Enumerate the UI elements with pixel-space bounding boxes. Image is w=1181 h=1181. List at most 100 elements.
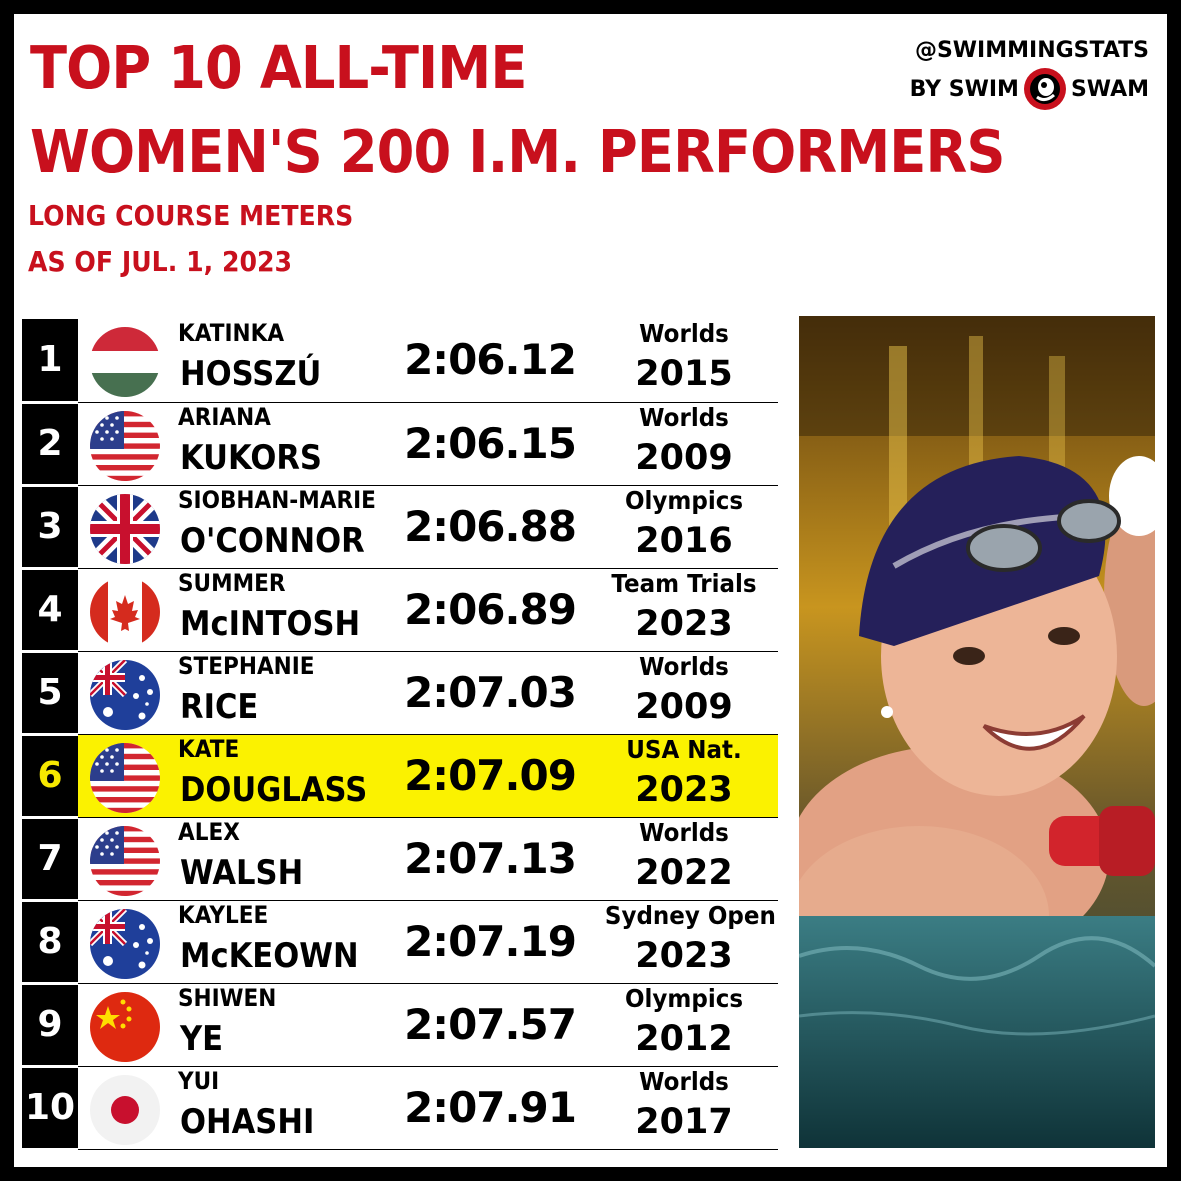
rank-number: 9 — [22, 983, 78, 1068]
meet-name: Olympics — [624, 983, 744, 1013]
first-name: SUMMER — [178, 568, 286, 597]
row-body: YUI OHASHI 2:07.91 Worlds 2017 — [78, 1066, 778, 1150]
meet-name: Worlds — [639, 1066, 729, 1096]
first-name: KATINKA — [178, 319, 285, 348]
usa-flag-icon — [90, 410, 160, 481]
row-body: STEPHANIE RICE 2:07.03 Worlds 2009 — [78, 651, 778, 735]
first-name: STEPHANIE — [178, 651, 315, 680]
row-body: KATINKA HOSSZÚ 2:06.12 Worlds 2015 — [78, 319, 778, 403]
rank-number: 6 — [22, 734, 78, 819]
china-flag-icon — [90, 991, 160, 1062]
meet-year: 2017 — [635, 1101, 733, 1142]
japan-flag-icon — [90, 1074, 160, 1145]
rank-number: 5 — [22, 651, 78, 736]
meet-year: 2012 — [635, 1018, 733, 1059]
swimswam-logo-icon — [1023, 68, 1066, 111]
row-body: KATE DOUGLASS 2:07.09 USA Nat. 2023 — [78, 734, 778, 818]
last-name: KUKORS — [180, 437, 322, 478]
last-name: WALSH — [180, 852, 304, 893]
rank-number: 10 — [22, 1066, 78, 1151]
rank-number: 7 — [22, 817, 78, 902]
swim-time: 2:07.19 — [404, 916, 577, 966]
swim-time: 2:07.13 — [404, 833, 577, 883]
ranking-row: 2 ARIANA KUKORS 2:06.15 Worlds 2009 — [22, 402, 778, 487]
meet-name: Worlds — [639, 651, 729, 681]
meet-year: 2009 — [635, 437, 733, 478]
swim-time: 2:07.91 — [404, 1082, 577, 1132]
row-body: SIOBHAN-MARIE O'CONNOR 2:06.88 Olympics 2016 — [78, 485, 778, 569]
last-name: McKEOWN — [180, 935, 359, 976]
last-name: YE — [180, 1018, 224, 1059]
meet-year: 2015 — [635, 354, 733, 395]
row-body: ALEX WALSH 2:07.13 Worlds 2022 — [78, 817, 778, 901]
swim-time: 2:06.15 — [404, 418, 577, 468]
last-name: OHASHI — [180, 1101, 315, 1142]
last-name: O'CONNOR — [180, 520, 365, 561]
meet-year: 2016 — [635, 520, 733, 561]
meet-name: Sydney Open — [604, 900, 776, 930]
rank-number: 8 — [22, 900, 78, 985]
first-name: KATE — [178, 734, 240, 763]
swim-time: 2:06.89 — [404, 584, 577, 634]
meet-name: Worlds — [639, 319, 729, 349]
ranking-row: 9 SHIWEN YE 2:07.57 Olympics 2012 — [22, 983, 778, 1068]
first-name: ARIANA — [178, 402, 271, 431]
swim-time: 2:07.57 — [404, 999, 577, 1049]
last-name: DOUGLASS — [180, 769, 368, 810]
brand-by-suffix: SWAM — [1070, 76, 1149, 102]
swim-time: 2:06.88 — [404, 501, 577, 551]
usa-flag-icon — [90, 825, 160, 896]
meet-year: 2009 — [635, 686, 733, 727]
meet-year: 2023 — [635, 769, 733, 810]
rank-number: 3 — [22, 485, 78, 570]
ranking-row: 8 KAYLEE McKEOWN 2:07.19 Sydney Open 2023 — [22, 900, 778, 985]
brand-credit: @SWIMMINGSTATS BY SWIM SWAM — [910, 38, 1149, 111]
australia-flag-icon — [90, 908, 160, 979]
ranking-row: 3 SIOBHAN-MARIE O'CONNOR 2:06.88 Olympics 201… — [22, 485, 778, 570]
meet-name: Olympics — [624, 485, 744, 515]
row-body: ARIANA KUKORS 2:06.15 Worlds 2009 — [78, 402, 778, 486]
meet-name: Worlds — [639, 817, 729, 847]
usa-flag-icon — [90, 742, 160, 813]
brand-byline: BY SWIM SWAM — [910, 67, 1149, 111]
last-name: HOSSZÚ — [180, 354, 322, 395]
rank-number: 2 — [22, 402, 78, 487]
brand-by-prefix: BY SWIM — [909, 76, 1019, 102]
first-name: YUI — [178, 1066, 220, 1095]
uk-flag-icon — [90, 493, 160, 564]
subtitle-course: LONG COURSE METERS — [28, 199, 354, 232]
meet-year: 2022 — [635, 852, 733, 893]
rank-number: 4 — [22, 568, 78, 653]
graphic-card: TOP 10 ALL-TIME WOMEN'S 200 I.M. PERFORM… — [14, 14, 1167, 1167]
first-name: KAYLEE — [178, 900, 269, 929]
first-name: ALEX — [178, 817, 240, 846]
brand-handle: @SWIMMINGSTATS — [914, 38, 1149, 63]
row-body: SUMMER McINTOSH 2:06.89 Team Trials 2023 — [78, 568, 778, 652]
rankings-table: 1 KATINKA HOSSZÚ 2:06.12 Worlds 2015 2 ARIANA KU… — [22, 319, 778, 1151]
rank-number: 1 — [22, 319, 78, 404]
meet-year: 2023 — [635, 935, 733, 976]
row-body: KAYLEE McKEOWN 2:07.19 Sydney Open 2023 — [78, 900, 778, 984]
swimmer-photo — [799, 316, 1155, 1148]
swim-time: 2:06.12 — [404, 335, 577, 385]
ranking-row: 7 ALEX WALSH 2:07.13 Worlds 2022 — [22, 817, 778, 902]
ranking-row: 1 KATINKA HOSSZÚ 2:06.12 Worlds 2015 — [22, 319, 778, 404]
meet-year: 2023 — [635, 603, 733, 644]
australia-flag-icon — [90, 659, 160, 730]
ranking-row: 10 YUI OHASHI 2:07.91 Worlds 2017 — [22, 1066, 778, 1151]
canada-flag-icon — [90, 576, 160, 647]
title-line-1: TOP 10 ALL-TIME — [30, 33, 527, 102]
meet-name: Team Trials — [611, 568, 757, 598]
ranking-row: 5 STEPHANIE RICE 2:07.03 Worlds 2009 — [22, 651, 778, 736]
swim-time: 2:07.09 — [404, 750, 577, 800]
title-line-2: WOMEN'S 200 I.M. PERFORMERS — [30, 117, 1005, 186]
row-body: SHIWEN YE 2:07.57 Olympics 2012 — [78, 983, 778, 1067]
last-name: McINTOSH — [180, 603, 361, 644]
ranking-row: 6 KATE DOUGLASS 2:07.09 USA Nat. 2023 — [22, 734, 778, 819]
subtitle-date: AS OF JUL. 1, 2023 — [28, 245, 293, 278]
last-name: RICE — [180, 686, 259, 727]
first-name: SIOBHAN-MARIE — [178, 485, 376, 514]
swim-time: 2:07.03 — [404, 667, 577, 717]
ranking-row: 4 SUMMER McINTOSH 2:06.89 Team Trials 2023 — [22, 568, 778, 653]
first-name: SHIWEN — [178, 983, 277, 1012]
